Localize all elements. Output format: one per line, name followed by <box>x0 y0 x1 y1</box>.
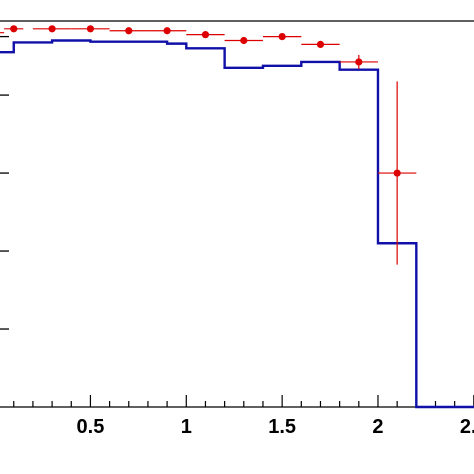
marker <box>201 31 210 39</box>
marker <box>355 58 363 66</box>
y-axis-ticks <box>0 35 9 330</box>
marker <box>393 169 401 177</box>
data-point-0 <box>0 32 5 34</box>
x-tick-label-0: 0.5 <box>77 416 105 438</box>
histogram-step-line <box>0 39 474 409</box>
x-tick-label-1: 1 <box>181 416 192 438</box>
x-tick-label-4: 2.5 <box>460 416 474 438</box>
x-axis-ticks <box>13 395 474 407</box>
data-point-6 <box>186 31 225 39</box>
data-point-10 <box>339 54 378 69</box>
marker <box>278 32 286 41</box>
x-tick-label-2: 1.5 <box>268 416 296 438</box>
marker <box>10 25 18 33</box>
marker <box>86 25 95 33</box>
data-point-2 <box>32 25 72 33</box>
marker <box>316 40 325 48</box>
marker <box>48 25 56 33</box>
x-tick-label-3: 2 <box>372 416 383 438</box>
data-point-4 <box>109 27 148 35</box>
data-point-1 <box>4 25 24 33</box>
data-point-9 <box>301 40 340 48</box>
data-point-5 <box>147 27 187 35</box>
series-layer <box>0 25 474 409</box>
marker <box>240 36 248 45</box>
data-point-11 <box>377 81 417 265</box>
x-tick-labels: 0.5 1 1.5 2 2.5 <box>77 416 474 438</box>
data-point-8 <box>262 32 302 41</box>
marker <box>125 27 133 35</box>
data-point-7 <box>224 36 263 45</box>
data-point-3 <box>71 25 110 33</box>
marker <box>163 27 171 35</box>
